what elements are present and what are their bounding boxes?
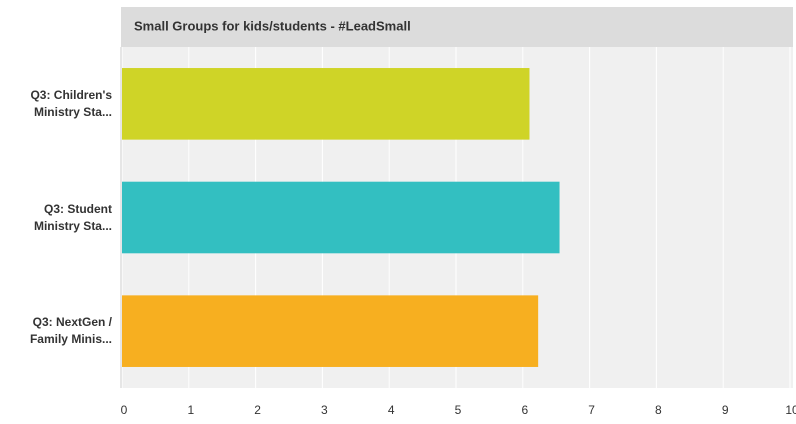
bar — [122, 181, 560, 254]
y-tick-label: Q3: Student Ministry Sta... — [33, 201, 112, 233]
x-tick-label: 0 — [121, 403, 128, 417]
bar — [122, 295, 539, 367]
x-tick-label: 1 — [187, 403, 194, 417]
x-tick-label: 4 — [388, 403, 395, 417]
x-tick-label: 7 — [588, 403, 595, 417]
x-tick-label: 9 — [722, 403, 729, 417]
y-tick-label: Q3: Children's Ministry Sta... — [30, 87, 112, 119]
x-tick-label: 6 — [521, 403, 528, 417]
x-tick-label: 5 — [455, 403, 462, 417]
x-tick-label: 8 — [655, 403, 662, 417]
x-tick-label: 3 — [321, 403, 328, 417]
chart-title: Small Groups for kids/students - #LeadSm… — [134, 18, 411, 33]
bar — [122, 68, 530, 140]
x-tick-label: 2 — [254, 403, 261, 417]
title-bar — [121, 7, 793, 47]
y-tick-label: Q3: NextGen / Family Minis... — [29, 315, 112, 347]
x-tick-label: 10 — [785, 403, 796, 417]
